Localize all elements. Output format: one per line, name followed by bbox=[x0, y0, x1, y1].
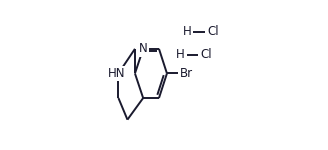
Text: N: N bbox=[139, 42, 148, 55]
Text: H: H bbox=[182, 25, 191, 38]
Text: Cl: Cl bbox=[200, 48, 212, 62]
Text: HN: HN bbox=[108, 67, 125, 80]
Text: Br: Br bbox=[180, 67, 193, 80]
Text: H: H bbox=[176, 48, 185, 62]
Text: Cl: Cl bbox=[207, 25, 219, 38]
